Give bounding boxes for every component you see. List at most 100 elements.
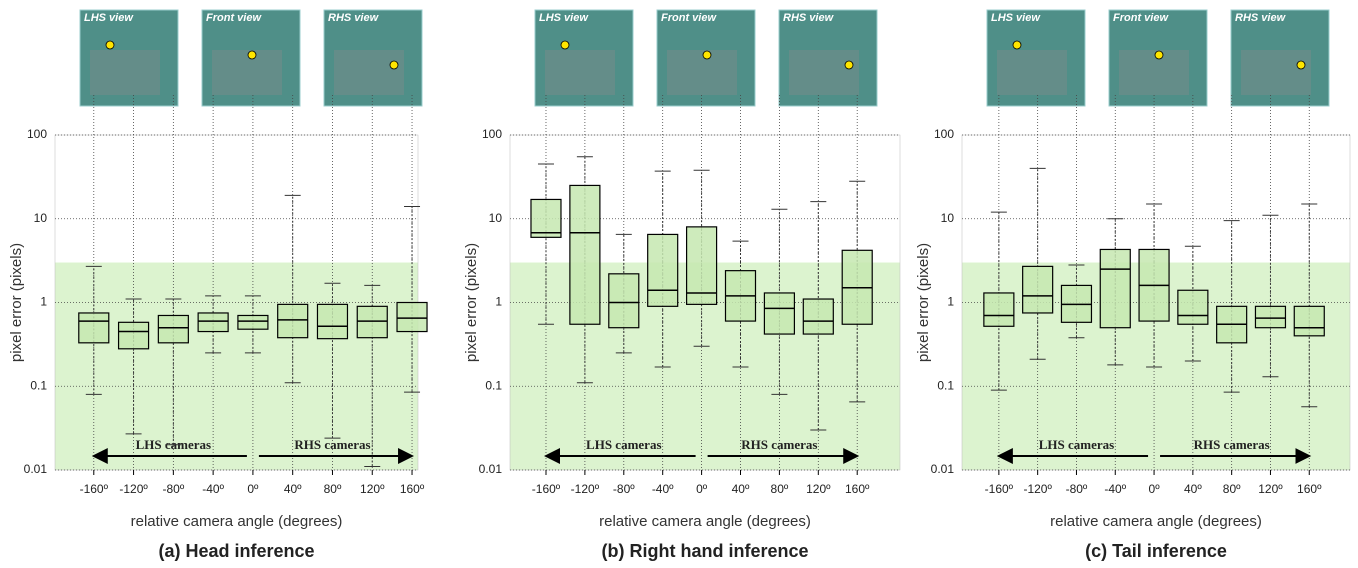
- x-tick-label: 120º: [1258, 482, 1283, 496]
- y-tick-label: 1: [947, 295, 954, 309]
- y-tick-label: 10: [489, 211, 503, 225]
- view-label: LHS view: [991, 12, 1041, 24]
- x-tick-label: -80º: [162, 482, 184, 496]
- view-image-shade: [334, 50, 404, 95]
- x-tick-label: -40º: [652, 482, 674, 496]
- y-tick-label: 0.1: [937, 378, 954, 392]
- y-tick-label: 0.1: [30, 378, 47, 392]
- view-image-shade: [789, 50, 859, 95]
- keypoint: [702, 50, 712, 60]
- x-tick-label: -160º: [80, 482, 109, 496]
- box: [763, 292, 796, 335]
- box: [157, 314, 189, 344]
- view-label: LHS view: [539, 12, 589, 24]
- box: [802, 298, 834, 335]
- box: [983, 292, 1015, 327]
- x-tick-label: 160º: [400, 482, 425, 496]
- box: [117, 321, 150, 350]
- box: [1293, 305, 1325, 337]
- view-label: RHS view: [1235, 12, 1287, 24]
- view-label: RHS view: [783, 12, 835, 24]
- keypoint: [105, 40, 115, 50]
- x-tick-label: 80º: [324, 482, 342, 496]
- y-axis-label: pixel error (pixels): [463, 243, 480, 362]
- y-tick-label: 10: [34, 211, 48, 225]
- box: [1022, 265, 1054, 314]
- x-tick-label: 120º: [806, 482, 831, 496]
- view-image-shade: [212, 50, 282, 95]
- view-label: Front view: [661, 12, 717, 24]
- box: [237, 314, 269, 330]
- annotation: LHS cameras: [586, 437, 661, 452]
- x-tick-label: -80º: [613, 482, 635, 496]
- x-tick-label: 40º: [1184, 482, 1202, 496]
- chart-title: (c) Tail inference: [1085, 541, 1227, 561]
- chart-title: (a) Head inference: [158, 541, 314, 561]
- keypoint: [560, 40, 570, 50]
- annotation: RHS cameras: [1194, 437, 1270, 452]
- box: [685, 226, 718, 305]
- x-tick-label: -120º: [1023, 482, 1052, 496]
- box: [647, 233, 679, 307]
- y-tick-label: 0.01: [931, 462, 955, 476]
- y-tick-label: 100: [934, 127, 954, 141]
- view-image-shade: [90, 50, 160, 95]
- x-tick-label: -120º: [571, 482, 600, 496]
- box: [608, 273, 640, 329]
- x-axis-label: relative camera angle (degrees): [599, 513, 811, 530]
- y-tick-label: 0.01: [24, 462, 48, 476]
- box: [530, 198, 562, 238]
- y-tick-label: 0.01: [479, 462, 503, 476]
- view-label: Front view: [1113, 12, 1169, 24]
- y-axis-label: pixel error (pixels): [8, 243, 25, 362]
- x-axis-label: relative camera angle (degrees): [131, 513, 343, 530]
- box: [1099, 248, 1131, 329]
- y-tick-label: 1: [40, 295, 47, 309]
- box: [277, 303, 309, 339]
- box: [1177, 289, 1209, 325]
- y-tick-label: 10: [941, 211, 955, 225]
- x-tick-label: -80º: [1066, 482, 1088, 496]
- x-tick-label: 80º: [771, 482, 789, 496]
- y-tick-label: 0.1: [485, 378, 502, 392]
- view-image-shade: [667, 50, 737, 95]
- x-tick-label: 0º: [696, 482, 708, 496]
- box: [78, 312, 110, 344]
- shaded-region: [55, 262, 418, 470]
- annotation: LHS cameras: [1039, 437, 1114, 452]
- x-tick-label: -40º: [202, 482, 224, 496]
- annotation: RHS cameras: [294, 437, 370, 452]
- chart-title: (b) Right hand inference: [602, 541, 809, 561]
- x-axis-label: relative camera angle (degrees): [1050, 513, 1262, 530]
- keypoint: [1296, 60, 1306, 70]
- box: [197, 312, 229, 333]
- y-tick-label: 1: [495, 295, 502, 309]
- x-tick-label: 120º: [360, 482, 385, 496]
- view-image-shade: [997, 50, 1067, 95]
- x-tick-label: 80º: [1223, 482, 1241, 496]
- keypoint: [844, 60, 854, 70]
- box: [396, 301, 428, 333]
- box: [1254, 305, 1287, 329]
- box: [316, 303, 349, 340]
- x-tick-label: -120º: [119, 482, 148, 496]
- keypoint: [247, 50, 257, 60]
- box: [356, 305, 388, 339]
- view-image-shade: [545, 50, 615, 95]
- x-tick-label: -40º: [1104, 482, 1126, 496]
- keypoint: [389, 60, 399, 70]
- view-label: RHS view: [328, 12, 380, 24]
- x-tick-label: 40º: [284, 482, 302, 496]
- view-label: LHS view: [84, 12, 134, 24]
- y-tick-label: 100: [482, 127, 502, 141]
- annotation: RHS cameras: [741, 437, 817, 452]
- view-label: Front view: [206, 12, 262, 24]
- x-tick-label: 160º: [1297, 482, 1322, 496]
- x-tick-label: 0º: [1149, 482, 1161, 496]
- view-image-shade: [1119, 50, 1189, 95]
- x-tick-label: 0º: [247, 482, 259, 496]
- keypoint: [1154, 50, 1164, 60]
- keypoint: [1012, 40, 1022, 50]
- y-axis-label: pixel error (pixels): [915, 243, 932, 362]
